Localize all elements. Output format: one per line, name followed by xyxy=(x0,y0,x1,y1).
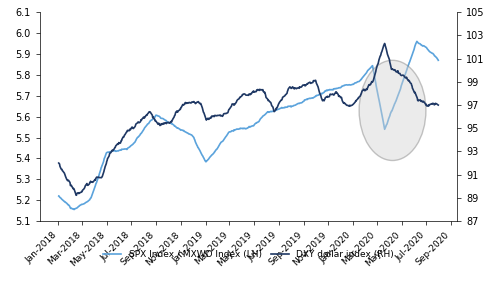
Line: DXY dollar index (RH): DXY dollar index (RH) xyxy=(59,44,438,195)
Ellipse shape xyxy=(359,60,426,161)
Line: SPX Index / MXWD Index (LH): SPX Index / MXWD Index (LH) xyxy=(59,41,438,210)
Legend: SPX Index / MXWD Index (LH), DXY dollar index (RH): SPX Index / MXWD Index (LH), DXY dollar … xyxy=(100,246,397,262)
